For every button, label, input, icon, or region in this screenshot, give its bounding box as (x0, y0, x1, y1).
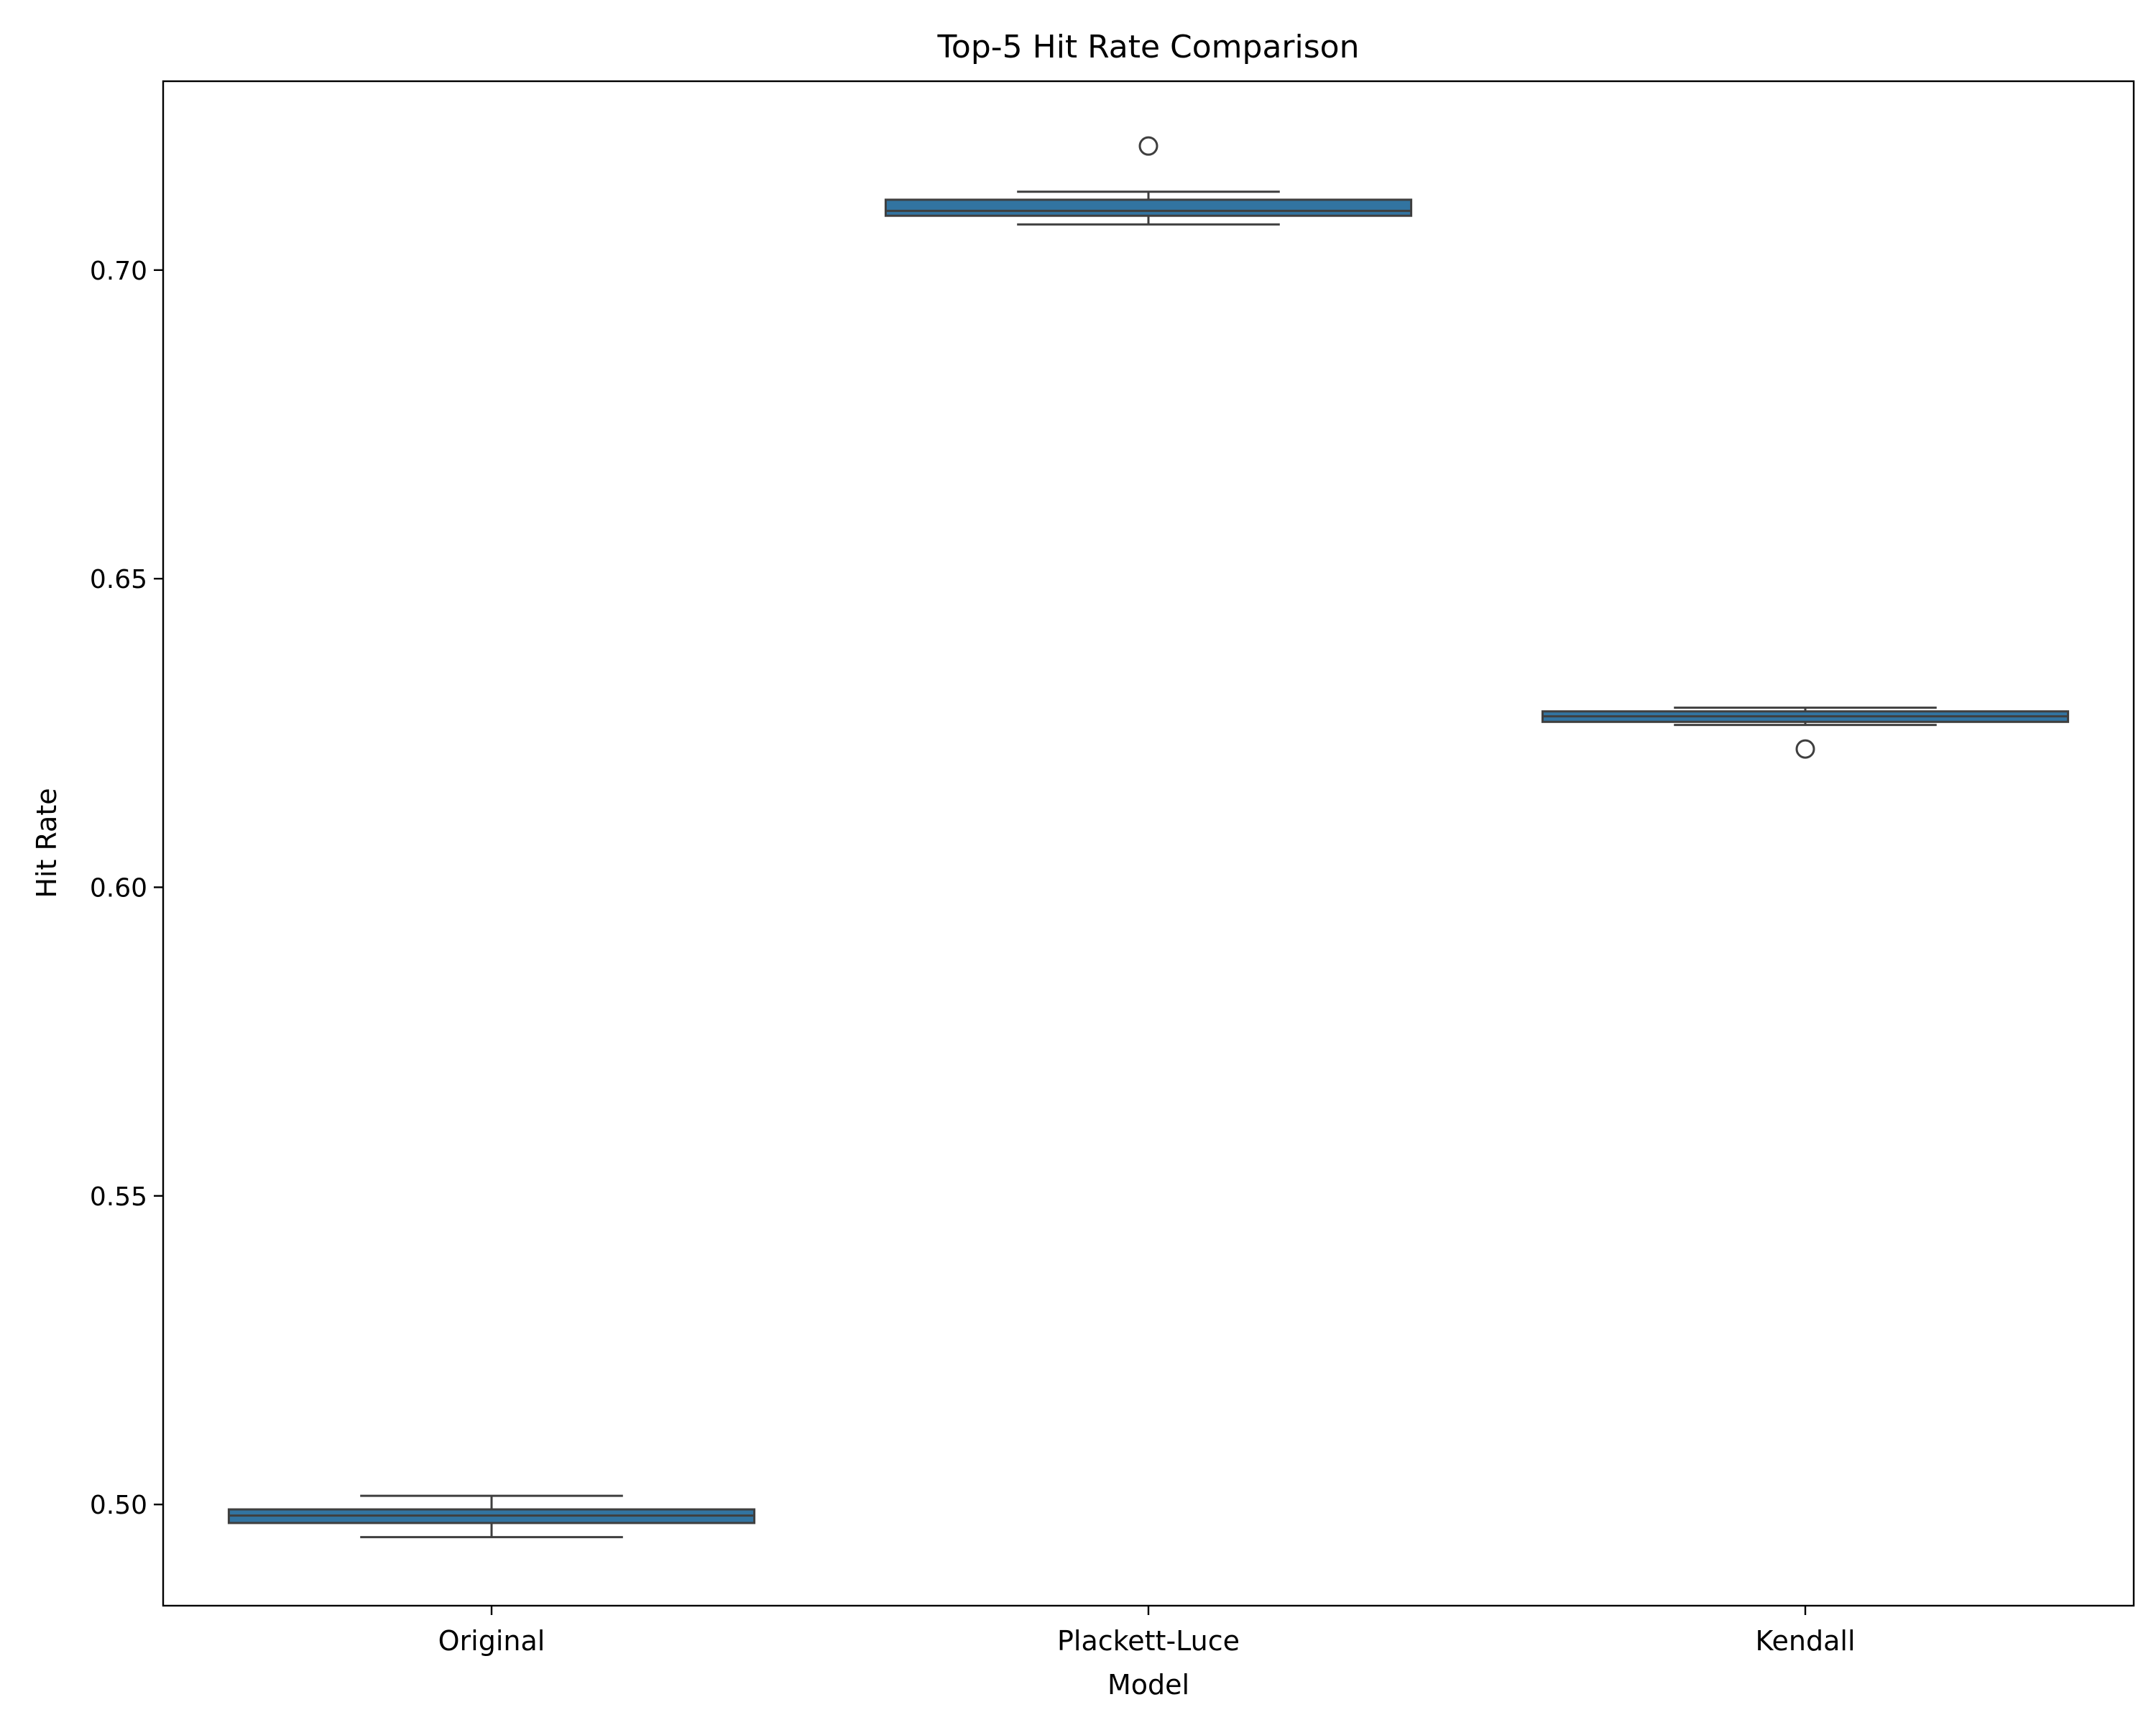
box-plackett-luce (884, 198, 1413, 217)
y-tick-label: 0.60 (90, 873, 147, 903)
y-tick-label: 0.50 (90, 1491, 147, 1520)
x-tick-label: Original (438, 1625, 545, 1657)
x-axis-label: Model (1107, 1669, 1189, 1701)
y-tick-label: 0.65 (90, 565, 147, 594)
x-tick-label: Kendall (1755, 1625, 1855, 1657)
outlier-point-kendall (1795, 739, 1815, 759)
x-tick-label: Plackett-Luce (1057, 1625, 1240, 1657)
y-axis-label: Hit Rate (31, 788, 63, 898)
y-tick-label: 0.70 (90, 257, 147, 286)
plot-area: 0.50 0.55 0.60 0.65 0.70 Original Plackett-Luc… (90, 136, 2070, 1657)
y-tick-label: 0.55 (90, 1182, 147, 1212)
axes-frame (162, 80, 2135, 1607)
chart-title: Top-5 Hit Rate Comparison (937, 29, 1360, 65)
outlier-point-plackett-luce (1138, 136, 1158, 156)
